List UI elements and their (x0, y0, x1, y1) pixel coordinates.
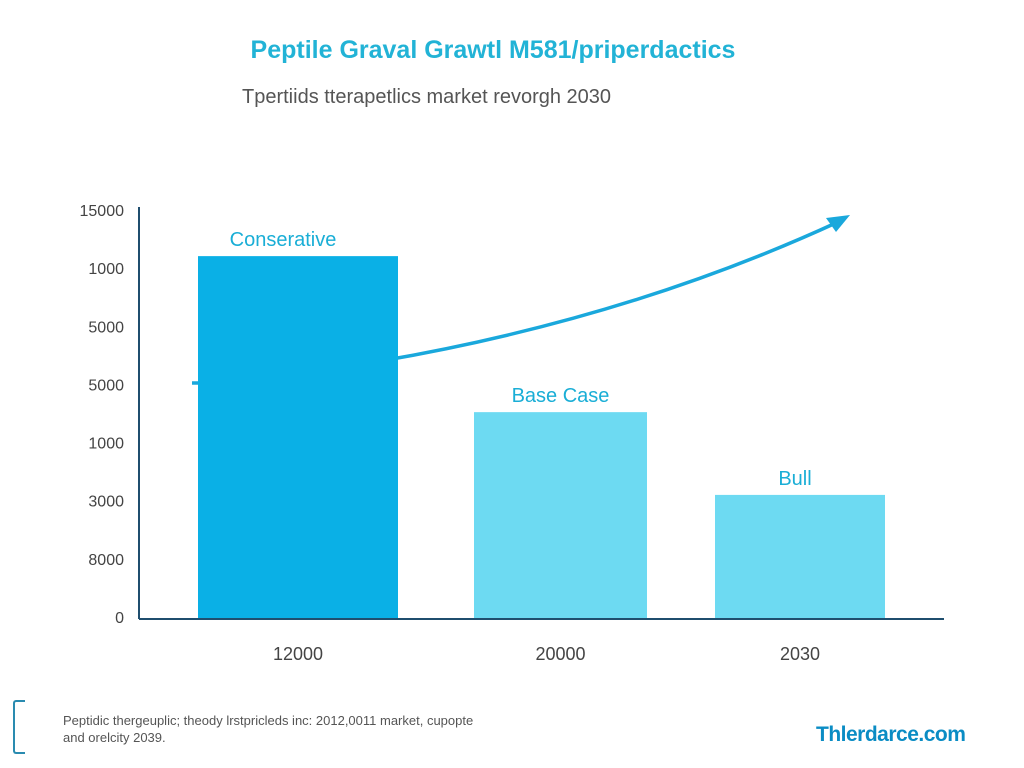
footnote: Peptidic thergeuplic; theody lrstpricled… (63, 713, 474, 745)
bar (715, 494, 885, 618)
y-tick-label: 5000 (88, 319, 124, 336)
bar-label: Conserative (230, 229, 337, 251)
y-tick-label: 3000 (88, 494, 124, 511)
y-tick-label: 5000 (88, 377, 124, 394)
brand-logo: Thlerdarce.com (816, 723, 966, 746)
chart-title: Peptile Graval Grawtl M581/priperdactics (250, 36, 736, 64)
bar-label: Bull (778, 468, 811, 490)
y-tick-label: 15000 (80, 203, 125, 220)
chart-subtitle: Tpertiids tterapetlics market revorgh 20… (242, 86, 612, 108)
bar-label: Base Case (512, 385, 610, 407)
y-tick-label: 8000 (88, 552, 124, 569)
x-tick-label: 2030 (780, 644, 820, 664)
bar (198, 256, 398, 618)
trend-arrow-head-icon (826, 215, 850, 232)
note-bracket (13, 700, 25, 754)
y-tick-label: 0 (115, 610, 124, 627)
y-tick-label: 1000 (88, 436, 124, 453)
bar (474, 412, 647, 618)
x-tick-label: 12000 (273, 644, 323, 664)
x-tick-label: 20000 (535, 644, 585, 664)
y-tick-label: 1000 (88, 261, 124, 278)
